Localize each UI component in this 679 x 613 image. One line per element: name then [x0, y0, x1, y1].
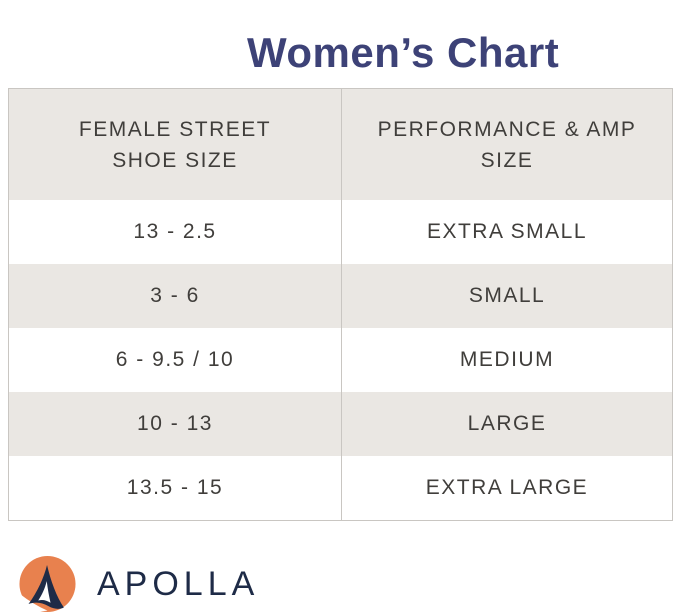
- table-header-row: FEMALE STREET SHOE SIZE PERFORMANCE & AM…: [9, 89, 672, 200]
- column-header-amp-size: PERFORMANCE & AMP SIZE: [341, 89, 672, 200]
- shoe-size-cell: 3 - 6: [150, 284, 200, 307]
- column-header-amp-size-label: PERFORMANCE & AMP SIZE: [377, 117, 637, 172]
- table-row: 13.5 - 15 EXTRA LARGE: [9, 456, 672, 520]
- table-row: 10 - 13 LARGE: [9, 392, 672, 456]
- amp-size-cell: EXTRA SMALL: [341, 200, 672, 264]
- table-row: 6 - 9.5 / 10 MEDIUM: [9, 328, 672, 392]
- shoe-size-cell: 10 - 13: [137, 412, 213, 435]
- amp-size-cell: EXTRA LARGE: [341, 456, 672, 520]
- shoe-size-cell: 13 - 2.5: [133, 220, 217, 243]
- column-header-shoe-size-label: FEMALE STREET SHOE SIZE: [78, 117, 272, 172]
- shoe-size-cell: 13.5 - 15: [126, 476, 224, 499]
- brand-wordmark: APOLLA: [97, 565, 260, 603]
- apolla-logo-icon: [19, 556, 76, 613]
- table-row: 13 - 2.5 EXTRA SMALL: [9, 200, 672, 264]
- amp-size-cell: LARGE: [341, 392, 672, 456]
- brand-footer: APOLLA: [19, 556, 259, 613]
- shoe-size-cell: 6 - 9.5 / 10: [115, 348, 235, 371]
- table-row: 3 - 6 SMALL: [9, 264, 672, 328]
- size-chart-table: FEMALE STREET SHOE SIZE PERFORMANCE & AM…: [8, 88, 673, 521]
- column-header-shoe-size: FEMALE STREET SHOE SIZE: [9, 89, 341, 200]
- amp-size-cell: MEDIUM: [341, 328, 672, 392]
- page-title: Women’s Chart: [247, 29, 560, 77]
- amp-size-cell: SMALL: [341, 264, 672, 328]
